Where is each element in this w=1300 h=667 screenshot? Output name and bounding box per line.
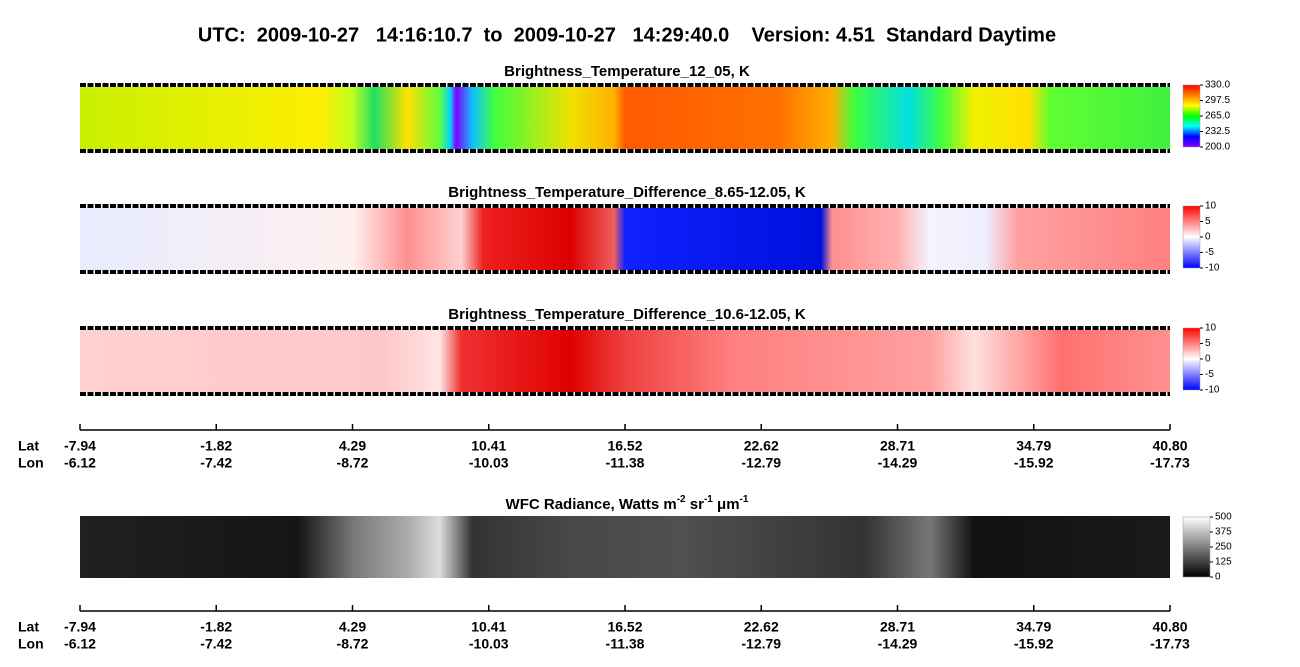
colorbar (1182, 205, 1201, 269)
colorbar-tick-label: 250 (1215, 542, 1232, 553)
lon-tick-label: -17.73 (1150, 455, 1190, 471)
row-label: Lon (18, 636, 44, 652)
title-part: WFC Radiance, Watts m (506, 496, 677, 513)
lat-tick-label: 34.79 (1016, 619, 1051, 635)
lon-tick-label: -17.73 (1150, 636, 1190, 652)
lon-tick-label: -6.12 (64, 455, 96, 471)
colorbar (1182, 327, 1201, 391)
lat-tick-label: -7.94 (64, 438, 96, 454)
title-part: sr (686, 496, 705, 513)
lon-tick-label: -10.03 (469, 636, 509, 652)
lat-tick-label: 16.52 (607, 438, 642, 454)
row-label: Lat (18, 619, 39, 635)
lon-tick-label: -14.29 (878, 455, 918, 471)
lon-tick-label: -8.72 (337, 455, 369, 471)
lon-tick-label: -15.92 (1014, 636, 1054, 652)
lat-tick-label: 34.79 (1016, 438, 1051, 454)
panel-title: WFC Radiance, Watts m-2 sr-1 μm-1 (506, 494, 749, 513)
lon-tick-label: -7.42 (200, 455, 232, 471)
lat-tick-label: -7.94 (64, 619, 96, 635)
colorbar-tick-label: 5 (1205, 216, 1211, 227)
colorbar-tick-label: 265.0 (1205, 111, 1230, 122)
colorbar-tick-label: -5 (1205, 247, 1214, 258)
lat-tick-label: 22.62 (744, 438, 779, 454)
colorbar-tick-label: -5 (1205, 369, 1214, 380)
lat-tick-label: 40.80 (1152, 619, 1187, 635)
lat-tick-label: 16.52 (607, 619, 642, 635)
colorbar-tick-label: -10 (1205, 385, 1220, 396)
image-strip (80, 208, 1170, 270)
colorbar-tick-label: 0 (1205, 232, 1211, 243)
colorbar (1182, 516, 1211, 578)
superscript: -2 (677, 494, 686, 505)
panel-title: Brightness_Temperature_Difference_8.65-1… (448, 184, 806, 201)
colorbar-tick-label: 232.5 (1205, 126, 1230, 137)
lat-tick-label: 10.41 (471, 438, 506, 454)
panel-title: Brightness_Temperature_Difference_10.6-1… (448, 306, 806, 323)
lon-tick-label: -14.29 (878, 636, 918, 652)
row-label: Lat (18, 438, 39, 454)
lat-tick-label: 22.62 (744, 619, 779, 635)
colorbar-tick-label: 10 (1205, 201, 1217, 212)
lat-tick-label: 10.41 (471, 619, 506, 635)
lat-tick-label: 4.29 (339, 619, 366, 635)
superscript: -1 (704, 494, 713, 505)
lon-tick-label: -12.79 (741, 636, 781, 652)
image-strip (80, 330, 1170, 392)
lon-tick-label: -12.79 (741, 455, 781, 471)
colorbar-tick-label: -10 (1205, 263, 1220, 274)
lon-tick-label: -6.12 (64, 636, 96, 652)
title-part: μm (713, 496, 740, 513)
colorbar-tick-label: 200.0 (1205, 142, 1230, 153)
colorbar-tick-label: 297.5 (1205, 95, 1230, 106)
lat-tick-label: 40.80 (1152, 438, 1187, 454)
lon-tick-label: -15.92 (1014, 455, 1054, 471)
lat-tick-label: 4.29 (339, 438, 366, 454)
lon-tick-label: -7.42 (200, 636, 232, 652)
lat-tick-label: -1.82 (200, 619, 232, 635)
lon-tick-label: -8.72 (337, 636, 369, 652)
colorbar-tick-label: 330.0 (1205, 80, 1230, 91)
lat-tick-label: -1.82 (200, 438, 232, 454)
colorbar-tick-label: 5 (1205, 338, 1211, 349)
row-label: Lon (18, 455, 44, 471)
colorbar-tick-label: 0 (1215, 572, 1221, 583)
panel-title: Brightness_Temperature_12_05, K (504, 63, 750, 80)
image-strip (80, 516, 1170, 578)
lon-tick-label: -11.38 (606, 636, 645, 652)
image-strip (80, 87, 1170, 149)
lat-tick-label: 28.71 (880, 438, 915, 454)
colorbar-tick-label: 10 (1205, 323, 1217, 334)
colorbar-tick-label: 375 (1215, 527, 1232, 538)
colorbar-tick-label: 0 (1205, 354, 1211, 365)
lon-tick-label: -10.03 (469, 455, 509, 471)
lat-tick-label: 28.71 (880, 619, 915, 635)
page-title: UTC: 2009-10-27 14:16:10.7 to 2009-10-27… (198, 24, 1056, 46)
superscript: -1 (740, 494, 749, 505)
colorbar-tick-label: 500 (1215, 512, 1232, 523)
colorbar (1182, 84, 1201, 148)
colorbar-tick-label: 125 (1215, 557, 1232, 568)
lon-tick-label: -11.38 (606, 455, 645, 471)
